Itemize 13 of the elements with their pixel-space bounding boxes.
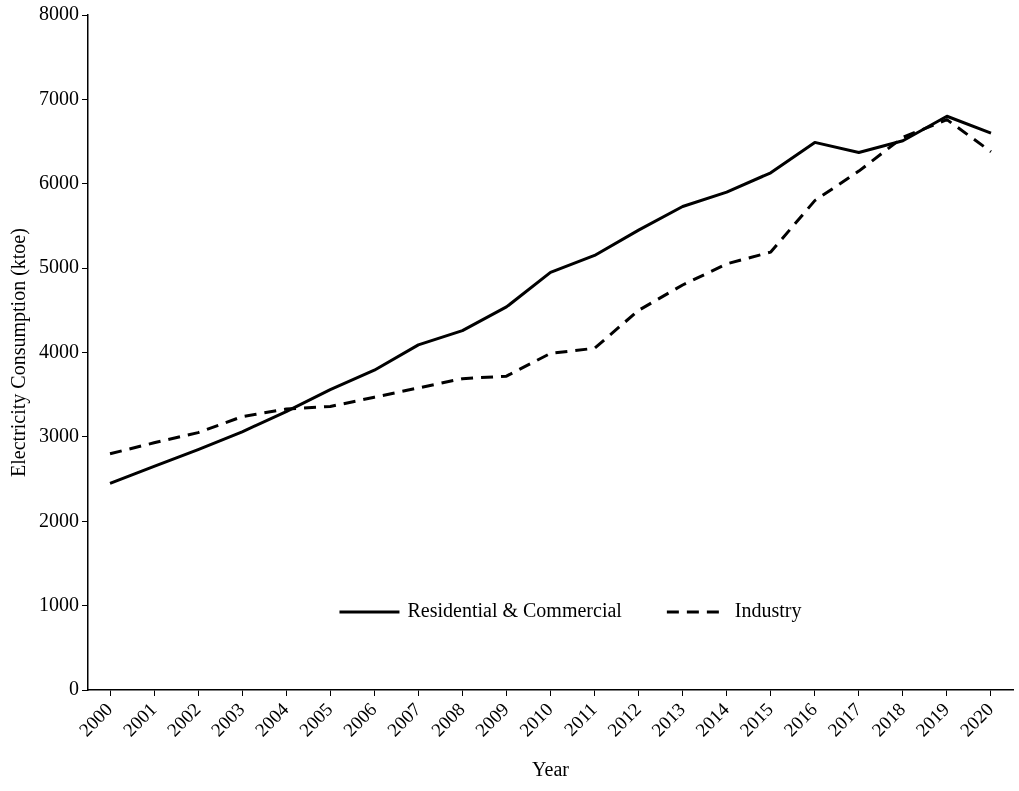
y-tick-label: 3000 [39,424,79,447]
legend-label: Industry [734,599,802,623]
legend-label: Residential & Commercial [407,599,623,622]
y-axis-title: Electricity Consumption (ktoe) [7,228,31,477]
y-tick-label: 2000 [39,508,79,531]
y-tick-label: 4000 [39,339,79,362]
y-tick-label: 6000 [39,171,79,193]
y-tick-label: 7000 [39,86,79,109]
y-tick-label: 5000 [39,255,79,278]
y-tick-label: 0 [69,677,79,700]
y-tick-label: 8000 [39,2,79,25]
y-tick-label: 1000 [39,592,79,615]
x-axis-title: Year [532,758,570,781]
